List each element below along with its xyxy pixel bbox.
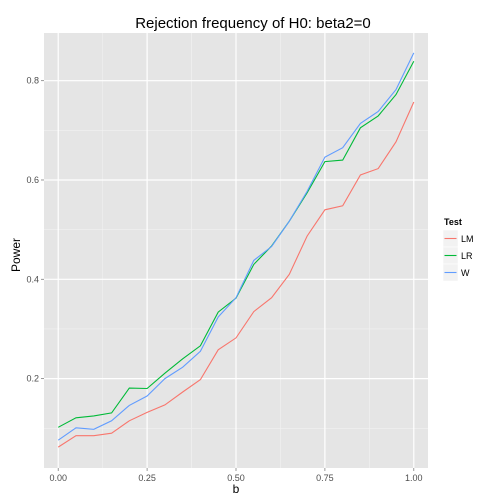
legend-title: Test xyxy=(444,217,462,227)
y-tick-label: 0.8 xyxy=(26,76,39,86)
series-line-w xyxy=(57,52,415,441)
x-tick-label: 0.75 xyxy=(316,473,334,483)
x-tick-label: 0.25 xyxy=(138,473,156,483)
x-tick-label: 1.00 xyxy=(405,473,423,483)
series-line-lm xyxy=(57,101,415,448)
x-axis-title: b xyxy=(233,482,240,496)
legend-label-w: W xyxy=(461,268,470,278)
y-tick-label: 0.4 xyxy=(26,274,39,284)
y-axis-title: Power xyxy=(9,238,23,272)
legend-label-lr: LR xyxy=(461,251,473,261)
chart-title: Rejection frequency of H0: beta2=0 xyxy=(135,15,371,32)
y-tick-label: 0.6 xyxy=(26,175,39,185)
legend-label-lm: LM xyxy=(461,234,474,244)
x-tick-label: 0.50 xyxy=(227,473,245,483)
y-tick-label: 0.2 xyxy=(26,374,39,384)
legend: Test LM LR W xyxy=(442,217,474,282)
axes: 0.00 0.25 0.50 0.75 1.00 0.2 0.4 0.6 0.8 xyxy=(26,76,422,483)
plot-panel xyxy=(44,33,428,468)
x-tick-label: 0.00 xyxy=(49,473,67,483)
